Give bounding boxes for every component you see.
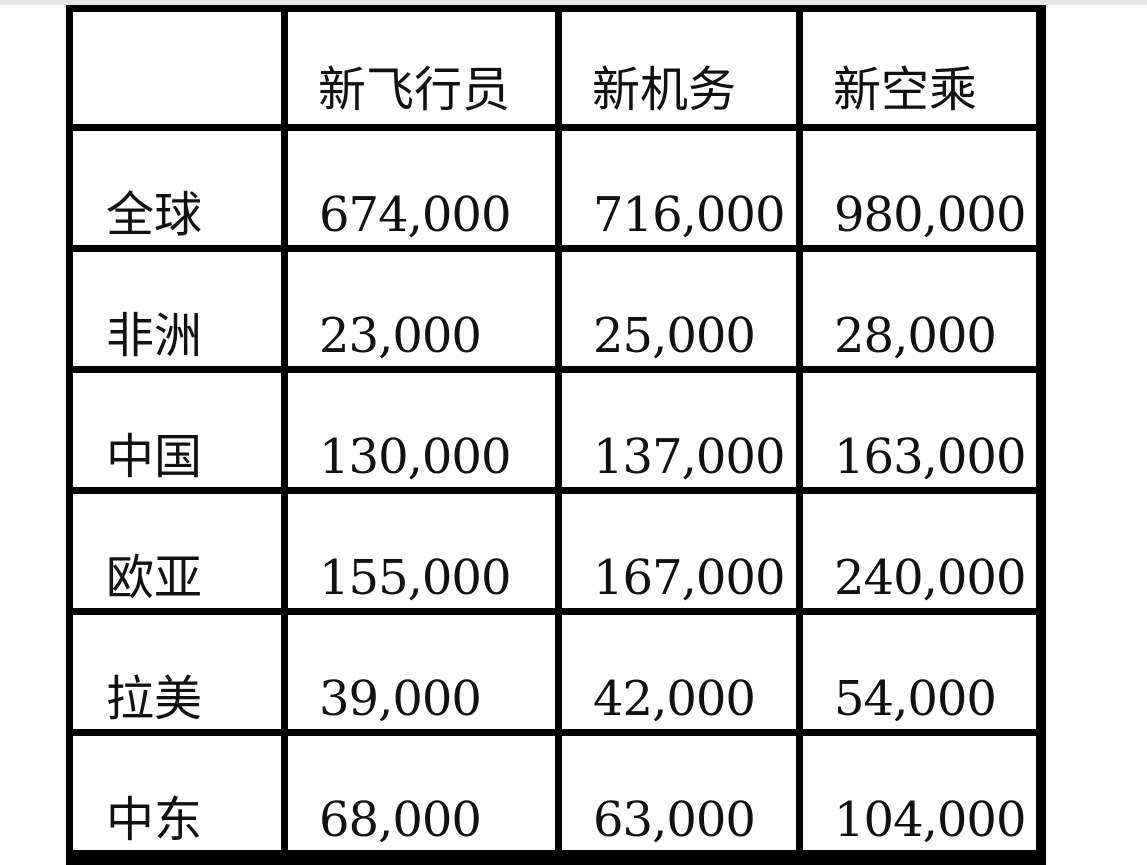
cell-value: 25,000 — [593, 308, 756, 364]
row-label: 非洲 — [106, 308, 203, 364]
header-new-technicians: 新机务 — [592, 62, 737, 118]
data-table: 新飞行员 新机务 新空乘 全球 674,000 716,000 980,000 … — [66, 5, 1043, 857]
table-row: 欧亚 155,000 167,000 240,000 — [66, 487, 1043, 615]
table-cell: 240,000 — [796, 487, 1043, 615]
header-cell-new-technicians: 新机务 — [555, 5, 803, 131]
table-cell: 716,000 — [555, 124, 803, 252]
row-label: 中东 — [106, 792, 203, 848]
header-corner-cell — [66, 5, 288, 131]
table-row: 拉美 39,000 42,000 54,000 — [66, 608, 1043, 736]
table-cell: 163,000 — [796, 366, 1043, 494]
table-cell: 167,000 — [555, 487, 803, 615]
header-cell-new-cabin-crew: 新空乘 — [796, 5, 1043, 131]
cell-value: 674,000 — [319, 187, 512, 243]
table-cell: 25,000 — [555, 245, 803, 373]
row-label-cell: 中东 — [66, 729, 288, 857]
cell-value: 137,000 — [593, 429, 786, 485]
cell-value: 42,000 — [593, 671, 756, 727]
table-cell: 674,000 — [281, 124, 562, 252]
row-label: 拉美 — [106, 671, 203, 727]
header-corner-text — [77, 114, 278, 121]
cell-value: 23,000 — [319, 308, 482, 364]
cell-value: 39,000 — [319, 671, 482, 727]
table-cell: 155,000 — [281, 487, 562, 615]
table-cell: 68,000 — [281, 729, 562, 857]
cell-value: 104,000 — [834, 792, 1027, 848]
table-header-row: 新飞行员 新机务 新空乘 — [66, 5, 1043, 131]
header-new-pilots: 新飞行员 — [318, 62, 511, 118]
table-row: 中国 130,000 137,000 163,000 — [66, 366, 1043, 494]
table-cell: 42,000 — [555, 608, 803, 736]
row-label: 欧亚 — [106, 550, 203, 606]
header-new-cabin-crew: 新空乘 — [833, 62, 978, 118]
row-label-cell: 拉美 — [66, 608, 288, 736]
table-cell: 23,000 — [281, 245, 562, 373]
row-label-cell: 欧亚 — [66, 487, 288, 615]
table-cell: 137,000 — [555, 366, 803, 494]
data-table-container: 新飞行员 新机务 新空乘 全球 674,000 716,000 980,000 … — [66, 5, 1046, 865]
cell-value: 155,000 — [319, 550, 512, 606]
table-row: 全球 674,000 716,000 980,000 — [66, 124, 1043, 252]
cell-value: 716,000 — [593, 187, 786, 243]
table-row: 非洲 23,000 25,000 28,000 — [66, 245, 1043, 373]
cell-value: 68,000 — [319, 792, 482, 848]
header-cell-new-pilots: 新飞行员 — [281, 5, 562, 131]
cell-value: 54,000 — [834, 671, 997, 727]
table-cell: 980,000 — [796, 124, 1043, 252]
row-label-cell: 非洲 — [66, 245, 288, 373]
table-cell: 39,000 — [281, 608, 562, 736]
cell-value: 63,000 — [593, 792, 756, 848]
cell-value: 130,000 — [319, 429, 512, 485]
table-cell: 54,000 — [796, 608, 1043, 736]
page-top-rule — [0, 0, 1147, 5]
row-label: 中国 — [106, 429, 203, 485]
row-label: 全球 — [106, 187, 203, 243]
cell-value: 167,000 — [593, 550, 786, 606]
cell-value: 980,000 — [834, 187, 1027, 243]
table-row: 中东 68,000 63,000 104,000 — [66, 729, 1043, 857]
table-cell: 28,000 — [796, 245, 1043, 373]
row-label-cell: 中国 — [66, 366, 288, 494]
table-cell: 63,000 — [555, 729, 803, 857]
table-cell: 104,000 — [796, 729, 1043, 857]
cell-value: 240,000 — [834, 550, 1027, 606]
row-label-cell: 全球 — [66, 124, 288, 252]
table-cell: 130,000 — [281, 366, 562, 494]
cell-value: 28,000 — [834, 308, 997, 364]
cell-value: 163,000 — [834, 429, 1027, 485]
